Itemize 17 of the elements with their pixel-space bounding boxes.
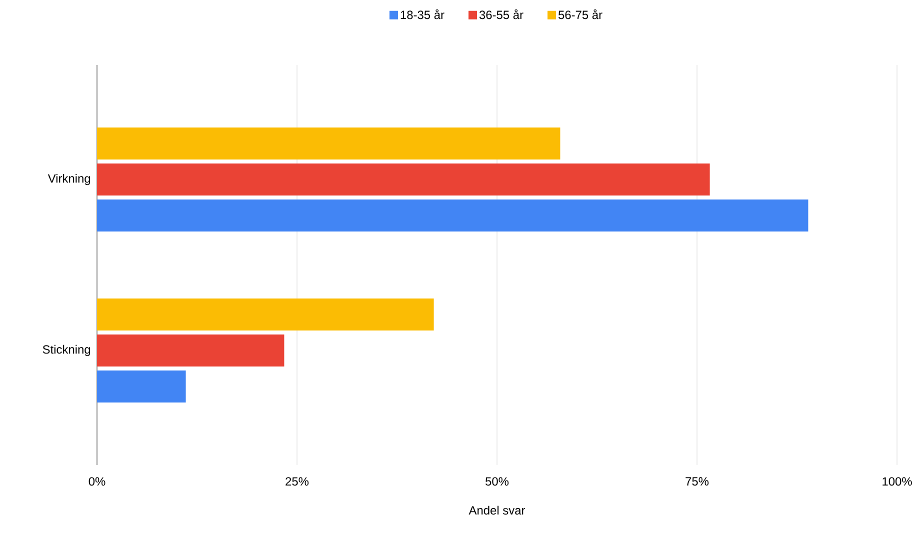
y-tick-label: Stickning — [42, 344, 90, 356]
bar — [97, 128, 560, 160]
bar — [97, 298, 434, 330]
legend-label: 56-75 år — [558, 9, 602, 20]
legend-label: 18-35 år — [400, 9, 444, 20]
x-tick-label: 100% — [882, 477, 912, 486]
bar — [97, 334, 284, 366]
x-tick-label: 0% — [88, 477, 106, 486]
legend-label: 36-55 år — [479, 9, 524, 20]
bar — [97, 200, 808, 232]
y-tick-label: Virkning — [48, 174, 90, 186]
bar — [97, 370, 186, 402]
x-axis-title: Andel svar — [468, 506, 526, 515]
x-tick-label: 75% — [686, 477, 709, 486]
x-tick-label: 25% — [286, 477, 309, 486]
x-tick-label: 50% — [486, 477, 509, 486]
bar — [97, 164, 710, 196]
